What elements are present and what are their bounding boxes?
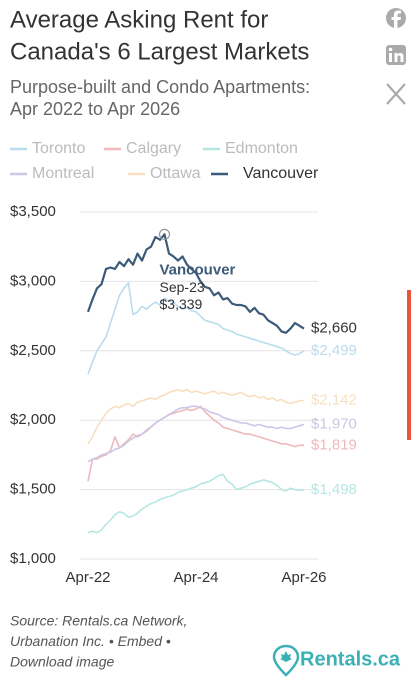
y-tick-label: $1,500 [10, 481, 56, 498]
source-text: Urbanation Inc. • Embed • [10, 633, 171, 649]
tooltip-value: $3,339 [160, 296, 203, 312]
value-label: $1,498 [311, 481, 357, 498]
series-line [87, 405, 305, 482]
y-tick-label: $2,000 [10, 411, 56, 428]
y-tick-label: $1,000 [10, 550, 56, 567]
x-tick-label: Apr-26 [281, 569, 326, 586]
legend-label: Toronto [32, 140, 85, 157]
legend-label: Calgary [126, 140, 181, 157]
tooltip-date: Sep-23 [160, 279, 205, 295]
legend-label: Edmonton [225, 140, 298, 157]
linkedin-icon[interactable] [386, 45, 406, 65]
x-tick-label: Apr-22 [65, 569, 110, 586]
x-tick-label: Apr-24 [173, 569, 218, 586]
logo[interactable]: Rentals.ca [272, 644, 401, 677]
series-line [87, 405, 305, 463]
tooltip-marker [158, 228, 171, 240]
legend-label: Montreal [32, 165, 94, 182]
value-label: $2,499 [311, 342, 357, 359]
legend-label: Ottawa [150, 165, 201, 182]
value-label: $1,970 [311, 415, 357, 432]
tooltip-title: Vancouver [160, 261, 236, 278]
chart-subtitle: Apr 2022 to Apr 2026 [10, 99, 180, 119]
series-line [87, 282, 305, 375]
chart-title: Average Asking Rent for [10, 6, 268, 33]
logo-text: Rentals.ca [300, 648, 401, 670]
series-line [87, 473, 305, 534]
chart-title: Canada's 6 Largest Markets [10, 38, 309, 65]
value-label: $2,142 [311, 391, 357, 408]
source-text: Source: Rentals.ca Network, [10, 613, 187, 629]
y-tick-label: $2,500 [10, 342, 56, 359]
series-line [86, 233, 305, 334]
chart-subtitle: Purpose-built and Condo Apartments: [10, 77, 310, 97]
facebook-icon[interactable] [386, 8, 406, 28]
value-label: $2,660 [311, 320, 357, 337]
x-icon[interactable] [386, 83, 406, 105]
scroll-indicator [407, 290, 411, 440]
series-line [87, 388, 305, 445]
legend-label: Vancouver [243, 165, 319, 182]
y-tick-label: $3,000 [10, 272, 56, 289]
source-text: Download image [10, 654, 114, 670]
value-label: $1,819 [311, 436, 357, 453]
y-tick-label: $3,500 [10, 203, 56, 220]
